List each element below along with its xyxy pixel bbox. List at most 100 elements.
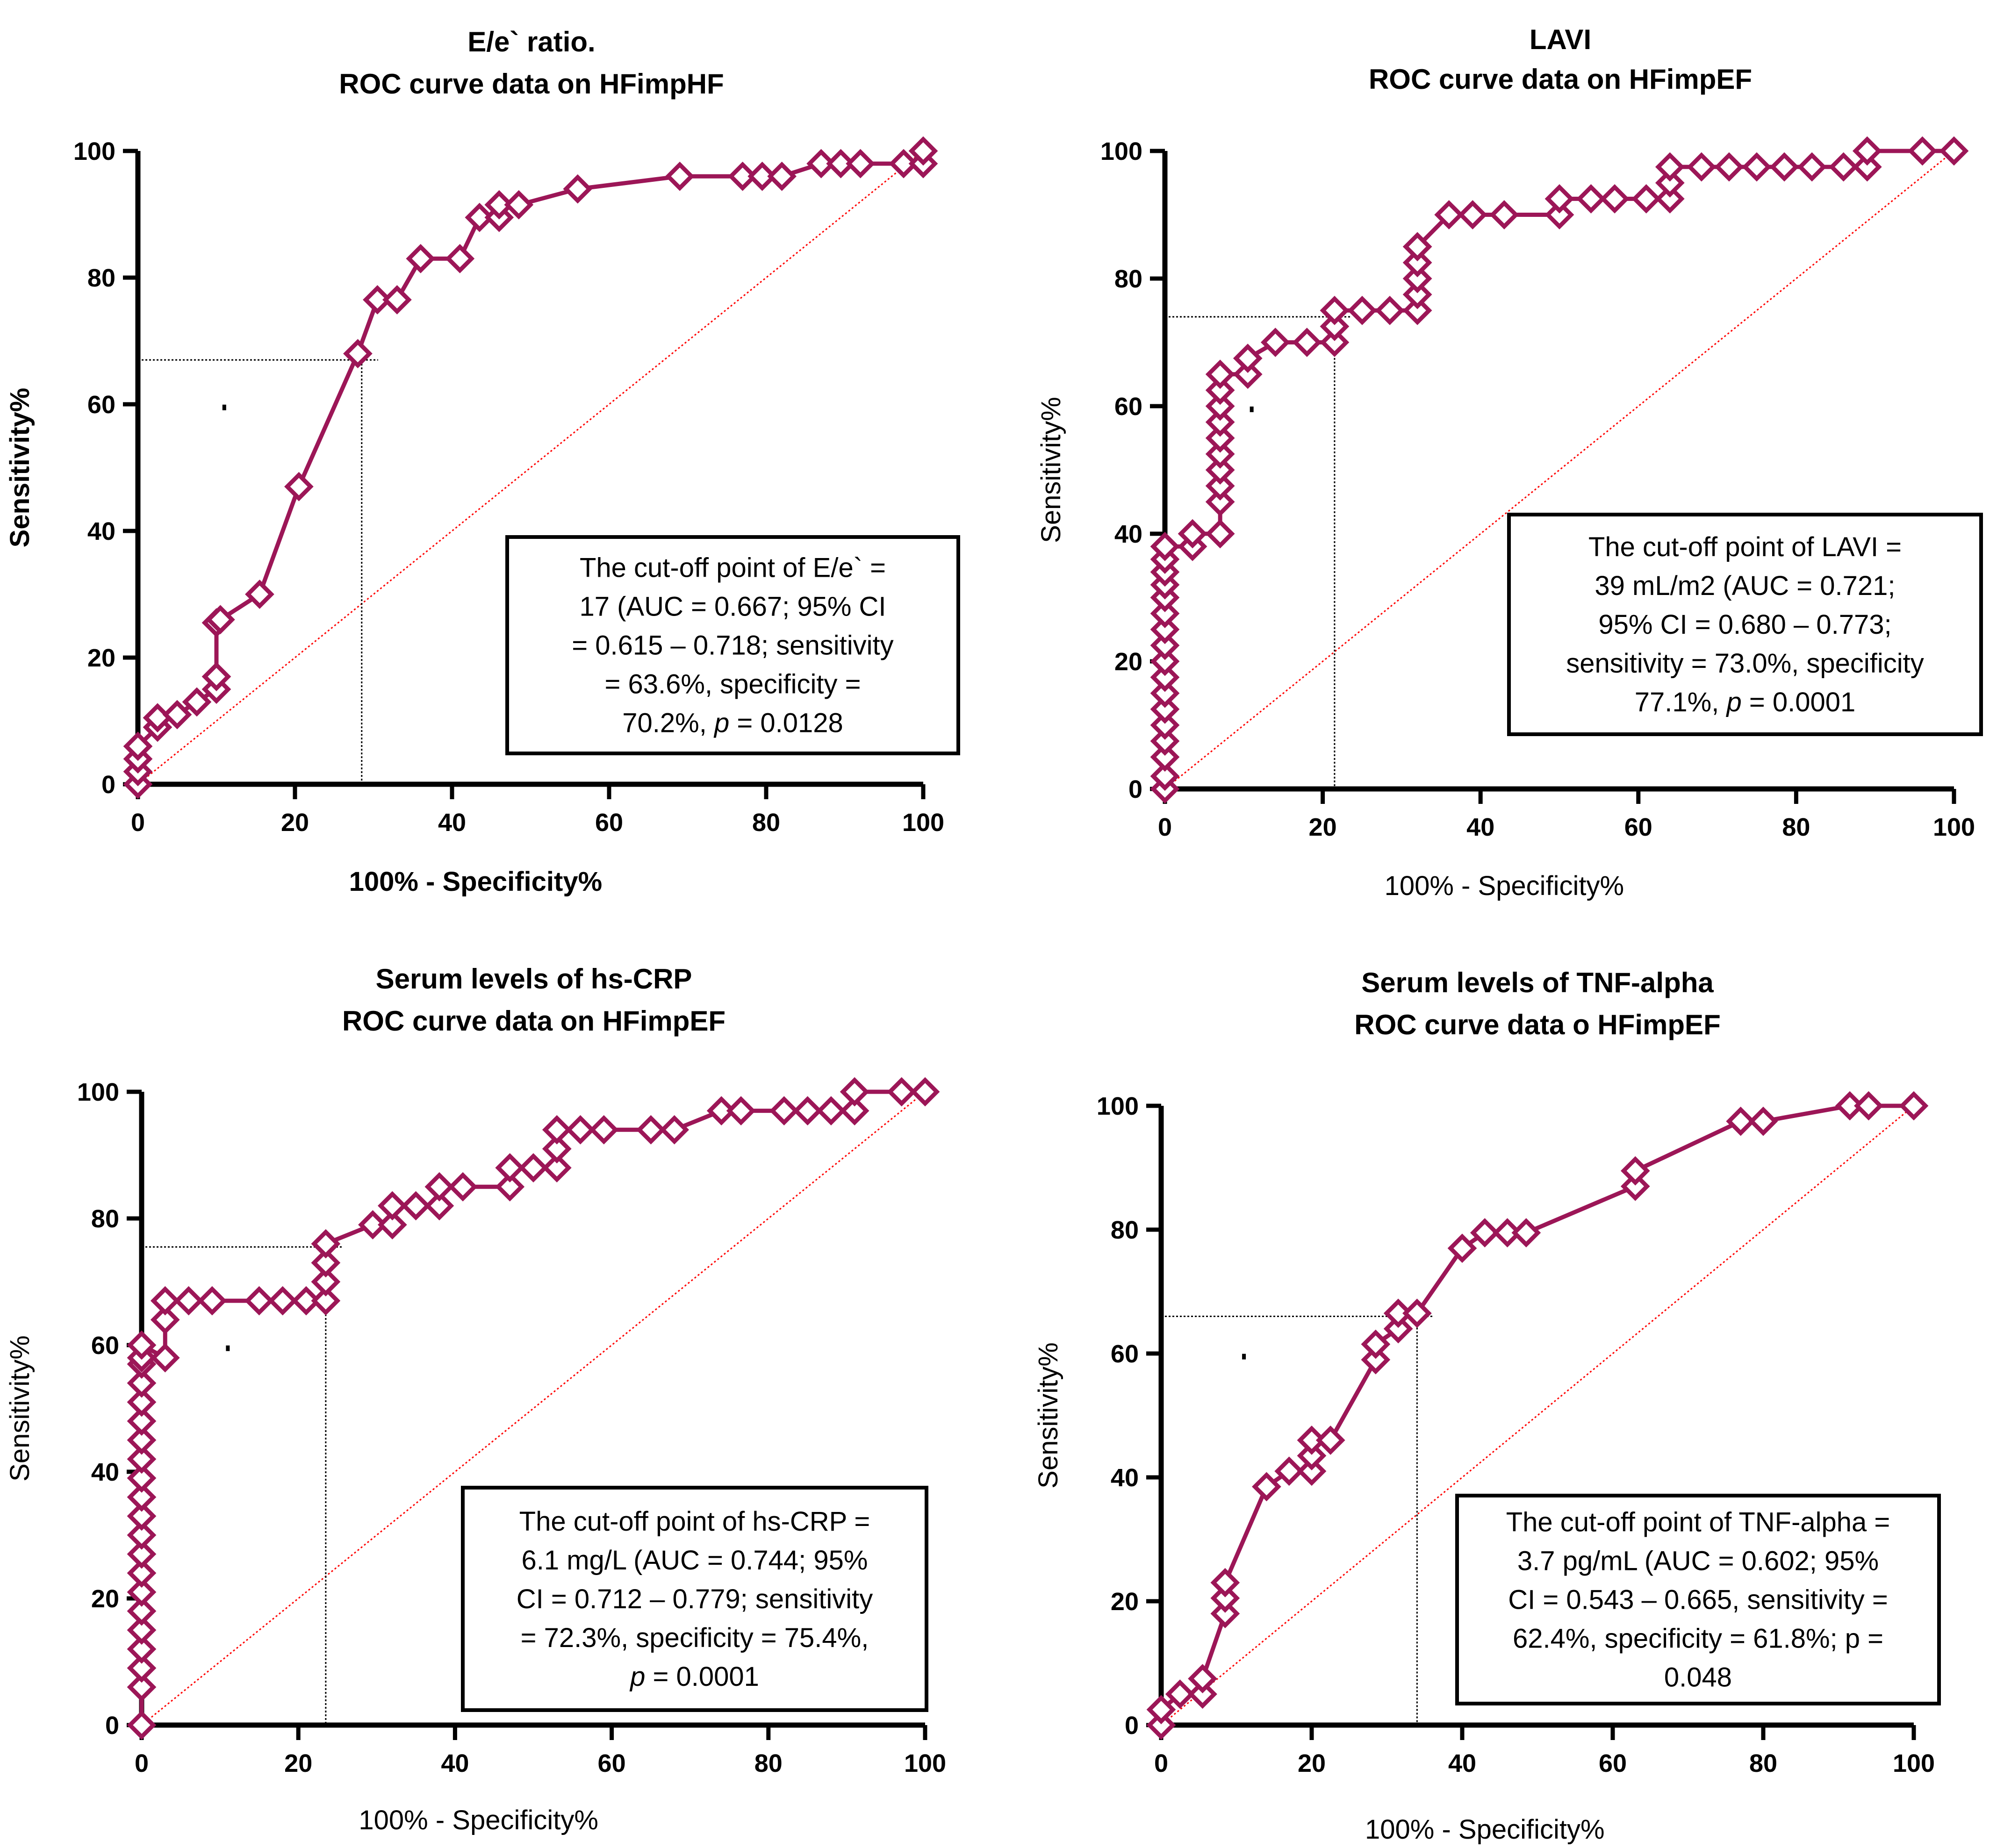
roc-data-point xyxy=(1274,1456,1304,1486)
x-axis-label: 100% - Specificity% xyxy=(1385,871,1624,901)
roc-data-point xyxy=(1544,200,1574,229)
roc-data-point xyxy=(245,580,274,609)
chart-title-line: ROC curve data on HFimpEF xyxy=(1369,64,1752,95)
roc-data-point xyxy=(1769,152,1799,182)
roc-data-point xyxy=(127,1387,157,1417)
roc-data-point xyxy=(206,605,235,635)
y-tick-label: 100 xyxy=(1097,1092,1139,1120)
roc-data-point xyxy=(1447,1233,1477,1263)
annotation-line: 77.1%, p = 0.0001 xyxy=(1635,687,1855,717)
roc-data-point xyxy=(1402,279,1432,309)
roc-data-point xyxy=(908,136,938,166)
roc-data-point xyxy=(1205,391,1235,421)
roc-data-point xyxy=(1146,1695,1176,1725)
roc-data-point xyxy=(1854,1091,1883,1121)
roc-data-point xyxy=(1631,184,1661,214)
roc-data-point xyxy=(767,161,797,191)
annotation-line: The cut-off point of hs-CRP = xyxy=(519,1506,870,1537)
y-tick-label: 40 xyxy=(87,517,115,545)
y-tick-label: 100 xyxy=(73,137,115,165)
roc-data-point xyxy=(726,1096,756,1126)
roc-data-point xyxy=(1402,232,1432,262)
x-tick-label: 60 xyxy=(1599,1749,1627,1777)
roc-data-point xyxy=(1383,1298,1413,1328)
y-tick-label: 80 xyxy=(91,1205,119,1233)
roc-data-point xyxy=(1347,295,1377,325)
roc-data-point xyxy=(377,1210,407,1239)
roc-data-point xyxy=(244,1286,274,1316)
y-tick-label: 60 xyxy=(87,391,115,419)
roc-data-point xyxy=(1205,359,1235,389)
roc-data-point xyxy=(1576,184,1606,214)
x-tick-label: 80 xyxy=(1749,1749,1777,1777)
roc-data-point xyxy=(1620,1156,1650,1186)
roc-data-point xyxy=(1852,152,1882,182)
roc-data-point xyxy=(1150,599,1180,628)
annotation-line: 17 (AUC = 0.667; 95% CI xyxy=(579,592,886,622)
roc-data-point xyxy=(311,1229,341,1259)
roc-data-point xyxy=(424,1191,454,1221)
x-tick-label: 0 xyxy=(1158,813,1172,841)
roc-data-point xyxy=(1150,710,1180,740)
stray-mark xyxy=(222,404,226,410)
roc-data-point xyxy=(1150,761,1180,791)
roc-data-point xyxy=(377,1191,407,1221)
x-tick-label: 20 xyxy=(1298,1749,1326,1777)
roc-data-point xyxy=(1205,423,1235,453)
roc-data-point xyxy=(127,1463,157,1493)
roc-data-point xyxy=(1402,264,1432,294)
roc-data-point xyxy=(1150,726,1180,756)
roc-data-point xyxy=(1908,136,1937,166)
roc-data-point xyxy=(1434,200,1464,229)
y-tick-label: 20 xyxy=(1111,1588,1139,1616)
y-tick-label: 60 xyxy=(91,1332,119,1360)
roc-panel-1: E/e` ratio. ROC curve data on HFimpHF 0 20 4… xyxy=(5,26,960,897)
annotation-line: 70.2%, p = 0.0128 xyxy=(622,708,843,738)
annotation-line: 3.7 pg/mL (AUC = 0.602; 95% xyxy=(1517,1546,1879,1576)
y-tick-label: 60 xyxy=(1114,393,1142,421)
x-tick-label: 100 xyxy=(1893,1749,1935,1777)
roc-data-point xyxy=(1297,1441,1327,1470)
roc-data-point xyxy=(660,1115,690,1145)
roc-data-point xyxy=(150,1286,180,1316)
annotation-line: The cut-off point of LAVI = xyxy=(1588,532,1902,562)
roc-data-point xyxy=(127,1330,157,1360)
roc-data-point xyxy=(150,1305,180,1335)
y-tick-label: 20 xyxy=(1114,648,1142,676)
roc-data-point xyxy=(706,1096,736,1126)
roc-data-point xyxy=(127,1444,157,1474)
roc-data-point xyxy=(1252,1472,1281,1502)
roc-data-point xyxy=(495,1172,525,1202)
roc-data-point xyxy=(127,1577,157,1607)
roc-data-point xyxy=(1146,1710,1176,1740)
roc-data-point xyxy=(358,1210,388,1239)
chart-title-line: E/e` ratio. xyxy=(467,26,595,57)
roc-data-point xyxy=(636,1115,666,1145)
roc-data-point xyxy=(1205,439,1235,469)
annotation-line: sensitivity = 73.0%, specificity xyxy=(1566,648,1924,679)
roc-panel-4: Serum levels of TNF-alpha ROC curve data … xyxy=(1033,967,1941,1845)
roc-data-point xyxy=(150,1343,180,1373)
roc-data-point xyxy=(291,1286,321,1316)
annotation-line: The cut-off point of E/e` = xyxy=(580,553,886,583)
roc-data-point xyxy=(1320,295,1350,325)
roc-data-point xyxy=(826,149,855,179)
roc-data-point xyxy=(728,161,757,191)
roc-data-point xyxy=(424,1172,454,1202)
roc-data-point xyxy=(182,687,212,717)
annotation-line: CI = 0.543 – 0.665, sensitivity = xyxy=(1508,1585,1888,1615)
roc-data-point xyxy=(1150,678,1180,708)
y-tick-label: 40 xyxy=(91,1458,119,1486)
roc-data-point xyxy=(566,1115,595,1145)
roc-data-point xyxy=(1402,248,1432,278)
chart-title-line: LAVI xyxy=(1530,24,1591,55)
chart-title-line: ROC curve data o HFimpEF xyxy=(1354,1009,1720,1040)
annotation-box xyxy=(1507,513,1983,736)
roc-data-point xyxy=(1375,295,1405,325)
roc-data-point xyxy=(197,1286,227,1316)
roc-data-point xyxy=(589,1115,619,1145)
x-tick-label: 0 xyxy=(131,809,145,837)
roc-data-point xyxy=(1205,519,1235,549)
roc-data-point xyxy=(887,1077,917,1107)
roc-data-point xyxy=(1150,646,1180,676)
